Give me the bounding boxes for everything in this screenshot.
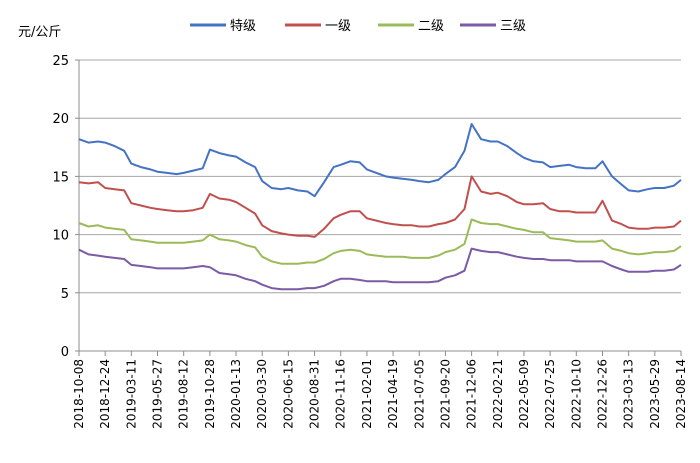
gridlines: [79, 59, 681, 294]
x-tick-label: 2021-04-19: [386, 359, 400, 429]
series-line-3: [78, 218, 682, 265]
x-tick-label: 2020-11-16: [334, 359, 348, 429]
x-tick-label: 2022-05-09: [517, 359, 531, 429]
legend-label-1: 特级: [230, 19, 256, 34]
legend-label-3: 二级: [418, 19, 444, 34]
x-tick-label: 2022-12-26: [595, 359, 609, 429]
y-tick-label: 5: [61, 287, 69, 302]
y-tick-label: 10: [52, 229, 69, 244]
y-tick-label: 25: [52, 54, 69, 69]
x-tick-label: 2022-07-25: [543, 359, 557, 429]
x-tick-label: 2022-02-21: [491, 359, 505, 429]
x-tick-label: 2020-03-30: [255, 359, 269, 429]
y-axis-ticks: 0 5 10 15 20 25: [52, 54, 79, 360]
legend-label-2: 一级: [325, 19, 351, 34]
y-tick-label: 20: [52, 112, 69, 127]
x-tick-label: 2021-02-01: [360, 359, 374, 429]
x-tick-label: 2022-10-10: [569, 359, 583, 429]
x-tick-label: 2021-07-05: [412, 359, 426, 429]
y-tick-label: 15: [52, 170, 69, 185]
x-tick-label: 2020-08-31: [308, 359, 322, 429]
x-tick-label: 2018-12-24: [98, 359, 112, 429]
series-line-2: [78, 175, 682, 238]
x-tick-label: 2019-08-12: [177, 359, 191, 429]
x-tick-label: 2020-06-15: [281, 359, 295, 429]
x-tick-label: 2019-05-27: [151, 359, 165, 429]
x-axis-ticks: 2018-10-08 2018-12-24 2019-03-11 2019-05-27…: [72, 351, 688, 429]
axes: [78, 60, 681, 352]
x-tick-label: 2023-08-14: [674, 359, 688, 429]
x-tick-label: 2018-10-08: [72, 359, 86, 429]
y-unit-label: 元/公斤: [18, 25, 61, 40]
x-tick-label: 2023-05-29: [648, 359, 662, 429]
legend-label-4: 三级: [500, 19, 526, 34]
y-tick-label: 0: [61, 345, 69, 360]
legend: 特级 一级 二级 三级: [190, 19, 526, 34]
x-tick-label: 2019-03-11: [124, 359, 138, 429]
series-line-4: [78, 247, 682, 291]
series-line-1: [78, 123, 682, 198]
x-tick-label: 2021-12-06: [465, 359, 479, 429]
x-tick-label: 2020-01-13: [229, 359, 243, 429]
x-tick-label: 2019-10-28: [203, 359, 217, 429]
series-lines: [78, 123, 682, 291]
x-tick-label: 2021-09-20: [438, 359, 452, 429]
x-tick-label: 2023-03-13: [622, 359, 636, 429]
